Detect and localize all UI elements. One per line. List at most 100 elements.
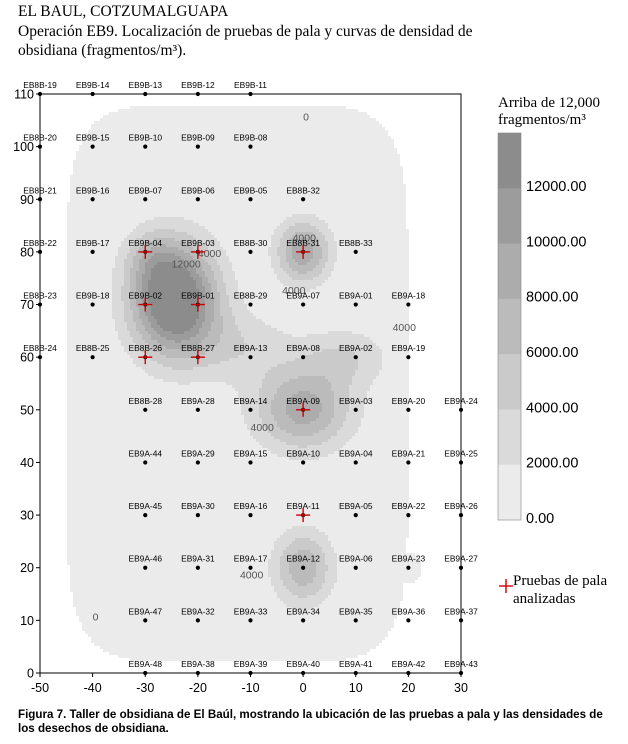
density-cell [142, 286, 148, 289]
density-cell [67, 334, 118, 337]
density-cell [157, 361, 220, 364]
test-point-dot [195, 197, 200, 202]
density-cell [157, 322, 196, 325]
density-cell [217, 283, 226, 286]
density-cell [337, 256, 409, 259]
density-cell [67, 487, 409, 490]
test-point-dot [301, 197, 306, 202]
density-cell [358, 358, 382, 361]
density-cell [277, 421, 295, 424]
density-cell [295, 580, 313, 583]
density-cell [316, 556, 325, 559]
density-cell [100, 118, 376, 121]
density-cell [139, 268, 145, 271]
density-cell [370, 388, 409, 391]
density-cell [139, 259, 148, 262]
density-cell [130, 658, 346, 661]
density-cell [121, 286, 130, 289]
density-cell [142, 283, 148, 286]
density-cell [262, 382, 283, 385]
density-cell [322, 268, 334, 271]
density-cell [271, 550, 283, 553]
density-cell [274, 541, 292, 544]
density-cell [280, 574, 292, 577]
density-cell [286, 250, 292, 253]
density-cell [319, 241, 328, 244]
density-cell [271, 259, 280, 262]
density-cell [328, 424, 343, 427]
density-cell [322, 247, 328, 250]
density-cell [199, 262, 208, 265]
density-cell [220, 265, 232, 268]
density-cell [76, 154, 400, 157]
density-cell [67, 436, 253, 439]
density-cell [67, 361, 133, 364]
density-cell [337, 580, 415, 583]
density-cell [139, 346, 151, 349]
density-cell [271, 412, 286, 415]
density-cell [130, 106, 346, 109]
density-cell [154, 217, 184, 220]
density-cell [307, 445, 343, 448]
density-cell [70, 181, 403, 184]
contour-label: 4000 [293, 232, 317, 244]
density-cell [142, 334, 151, 337]
density-cell [316, 592, 331, 595]
test-point-label: EB9A-34 [286, 606, 320, 616]
density-cell [67, 517, 409, 520]
density-cell [67, 328, 115, 331]
density-cell [211, 322, 223, 325]
density-cell [223, 271, 235, 274]
test-point-dot [90, 302, 95, 307]
density-cell [310, 289, 409, 292]
density-cell [325, 220, 406, 223]
density-cell [313, 244, 319, 247]
density-cell [154, 328, 163, 331]
density-cell [121, 295, 130, 298]
density-cell [130, 298, 136, 301]
contour-label: 0 [93, 611, 99, 623]
density-cell [334, 394, 349, 397]
legend-swatch [498, 188, 521, 245]
density-cell [283, 220, 325, 223]
density-cell [229, 358, 295, 361]
density-cell [208, 247, 223, 250]
density-cell [67, 508, 409, 511]
density-cell [112, 307, 124, 310]
density-cell [163, 328, 190, 331]
density-cell [205, 289, 211, 292]
density-cell [145, 253, 154, 256]
density-cell [364, 406, 409, 409]
density-cell [310, 538, 328, 541]
test-point-label: EB9B-03 [181, 238, 215, 248]
density-cell [124, 259, 133, 262]
test-point-dot [353, 407, 358, 412]
density-cell [154, 229, 175, 232]
density-cell [127, 256, 133, 259]
test-point-dot [353, 565, 358, 570]
density-cell [193, 235, 214, 238]
density-cell [271, 409, 286, 412]
density-cell [205, 298, 214, 301]
density-cell [214, 277, 223, 280]
density-cell [67, 544, 274, 547]
density-cell [307, 583, 322, 586]
density-cell [136, 364, 163, 367]
test-point-label: EB9A-31 [181, 554, 215, 564]
density-cell [292, 577, 313, 580]
density-cell [220, 295, 229, 298]
density-cell [205, 310, 214, 313]
density-cell [67, 529, 286, 532]
density-cell [349, 397, 367, 400]
density-cell [331, 436, 352, 439]
density-cell [310, 421, 331, 424]
density-cell [67, 226, 136, 229]
density-cell [235, 316, 256, 319]
density-cell [280, 439, 328, 442]
density-cell [73, 172, 403, 175]
density-cell [172, 331, 184, 334]
density-cell [130, 307, 139, 310]
density-cell [205, 301, 214, 304]
density-cell [124, 280, 130, 283]
density-cell [211, 286, 217, 289]
